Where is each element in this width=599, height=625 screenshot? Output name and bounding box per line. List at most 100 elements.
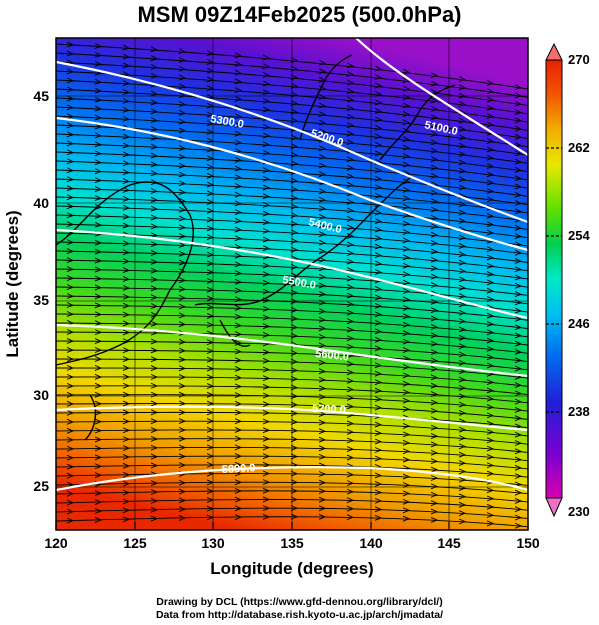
colorbar-tick-label: 262: [568, 140, 590, 155]
streamline-arrow: [430, 441, 439, 448]
streamline-arrow: [234, 183, 243, 189]
streamline-arrow: [66, 221, 75, 228]
streamline-arrow: [206, 199, 215, 205]
streamline-arrow: [206, 181, 215, 188]
streamline-arrow: [374, 387, 383, 394]
streamline-arrow: [206, 453, 215, 460]
streamline: [56, 403, 528, 420]
streamline-arrow: [402, 515, 411, 522]
streamline-arrow: [318, 316, 327, 323]
streamline-arrow: [206, 172, 215, 179]
streamline-arrow: [234, 252, 243, 259]
colorbar-tick-label: 238: [568, 404, 590, 419]
streamline-arrow: [318, 342, 327, 349]
streamline-arrow: [178, 127, 187, 134]
streamline-arrow: [290, 401, 299, 408]
streamline-arrow: [234, 95, 243, 102]
streamline-arrow: [402, 372, 411, 379]
streamline-arrow: [458, 393, 467, 400]
streamline-arrow: [318, 325, 327, 332]
streamline-arrow: [122, 240, 131, 247]
streamline-arrow: [402, 254, 411, 261]
streamline-arrow: [486, 329, 495, 336]
streamline-arrow: [66, 113, 75, 120]
streamline-arrow: [122, 462, 131, 469]
streamline-arrow: [486, 354, 495, 361]
streamline-arrow: [94, 454, 103, 461]
streamline-arrow: [290, 513, 299, 520]
streamline-arrow: [486, 395, 495, 402]
streamline-arrow: [486, 113, 495, 120]
streamline: [56, 151, 528, 189]
streamline-arrow: [234, 191, 243, 198]
streamline: [56, 178, 528, 214]
streamline-arrow: [66, 41, 75, 48]
streamline: [56, 516, 528, 528]
streamline-arrow: [514, 299, 523, 306]
streamline-arrow: [514, 357, 523, 364]
streamline-arrow: [206, 269, 215, 276]
streamline-arrow: [346, 71, 355, 77]
streamline-arrow: [430, 198, 439, 205]
streamline: [56, 507, 528, 519]
streamline-arrow: [122, 409, 131, 416]
streamline-arrow: [290, 315, 299, 322]
streamline-arrow: [402, 380, 411, 387]
streamline-arrow: [402, 423, 411, 429]
streamline-arrow: [206, 120, 215, 127]
streamline-arrow: [374, 345, 383, 352]
streamline-arrow: [150, 497, 159, 504]
streamline-arrow: [430, 475, 439, 481]
credit-drawing: Drawing by DCL (https://www.gfd-dennou.o…: [156, 596, 443, 608]
streamline-arrow: [486, 404, 495, 410]
streamline-arrow: [290, 470, 299, 477]
y-axis-label: Latitude (degrees): [3, 210, 22, 357]
streamline-arrow: [318, 368, 327, 375]
streamline-arrow: [234, 435, 243, 442]
streamline-arrow: [374, 319, 383, 326]
streamline-arrow: [430, 332, 439, 339]
streamline-arrow: [374, 243, 383, 250]
streamline-arrow: [374, 141, 383, 148]
streamline-arrow: [346, 446, 355, 452]
streamline-arrow: [206, 155, 215, 162]
streamline-arrow: [150, 312, 159, 318]
x-tick-label: 120: [44, 535, 68, 551]
streamline-arrow: [486, 96, 495, 103]
colorbar-max-triangle: [545, 42, 563, 61]
streamline-arrow: [66, 302, 75, 308]
streamline-arrow: [346, 454, 355, 461]
streamline-arrow: [178, 391, 187, 398]
streamline-arrow: [234, 366, 243, 372]
streamline-arrow: [514, 117, 523, 124]
streamline: [56, 420, 528, 437]
streamline-arrow: [346, 216, 355, 222]
streamline-arrow: [234, 200, 243, 207]
streamline-arrow: [122, 267, 131, 273]
streamline: [56, 304, 528, 329]
streamline-arrow: [206, 251, 215, 258]
streamline-arrow: [346, 335, 355, 342]
streamline-arrow: [234, 261, 243, 268]
streamline-arrow: [122, 365, 131, 371]
streamline-arrow: [486, 163, 495, 169]
streamline-arrow: [402, 178, 411, 185]
streamline-arrow: [318, 402, 327, 409]
streamline-arrow: [150, 126, 159, 132]
streamline-arrow: [402, 482, 411, 488]
streamline-arrow: [122, 507, 131, 514]
streamline-arrow: [206, 418, 215, 425]
streamline-arrow: [178, 250, 187, 257]
streamline-arrow: [122, 160, 131, 167]
streamline-arrow: [150, 382, 159, 389]
streamline-arrow: [290, 220, 299, 227]
streamline-arrow: [486, 154, 495, 161]
streamline-arrow: [290, 100, 299, 107]
streamline-arrow: [206, 76, 215, 83]
streamline-arrow: [430, 282, 439, 288]
streamline-arrow: [94, 391, 103, 398]
streamline-arrow: [234, 453, 243, 459]
streamline-arrow: [178, 189, 187, 195]
streamline-arrow: [458, 410, 467, 416]
streamline-arrow: [402, 338, 411, 345]
